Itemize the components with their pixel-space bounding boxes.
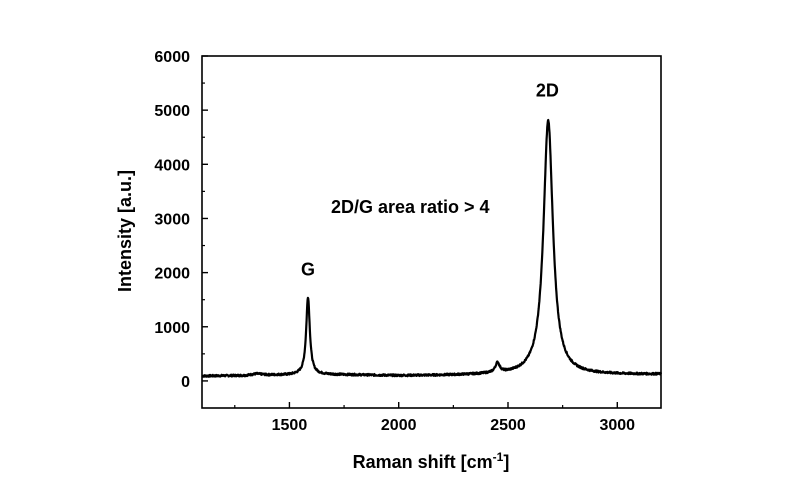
series-layer (201, 118, 663, 378)
y-tick-label: 3000 (154, 211, 190, 228)
y-tick-label: 4000 (154, 157, 190, 174)
y-tick-label: 2000 (154, 266, 190, 283)
x-axis-label: Raman shift [cm-1] (353, 450, 510, 472)
plot-frame (201, 55, 662, 409)
x-axis-ticks: 1500 2000 2500 3000 (234, 402, 635, 434)
annotation-layer: G 2D 2D/G area ratio > 4 (301, 81, 559, 280)
y-tick-label: 0 (181, 374, 190, 391)
peak-label-g: G (301, 259, 315, 279)
spectrum-line (201, 118, 663, 378)
y-axis-ticks: 0 1000 2000 3000 4000 5000 6000 (154, 49, 208, 391)
x-axis-label-close: ] (503, 452, 509, 472)
y-tick-label: 6000 (154, 49, 190, 66)
x-tick-label: 2000 (381, 417, 417, 434)
y-tick-label: 1000 (154, 320, 190, 337)
plot-border (201, 55, 662, 409)
x-tick-label: 3000 (599, 417, 635, 434)
x-axis-label-main: Raman shift [cm (353, 452, 493, 472)
peak-label-2d: 2D (536, 81, 559, 101)
x-tick-label: 1500 (272, 417, 308, 434)
y-axis-label: Intensity [a.u.] (115, 170, 135, 292)
x-tick-label: 2500 (490, 417, 526, 434)
x-axis-label-superscript: -1 (493, 450, 504, 464)
area-ratio-annotation: 2D/G area ratio > 4 (331, 197, 490, 217)
y-tick-label: 5000 (154, 103, 190, 120)
